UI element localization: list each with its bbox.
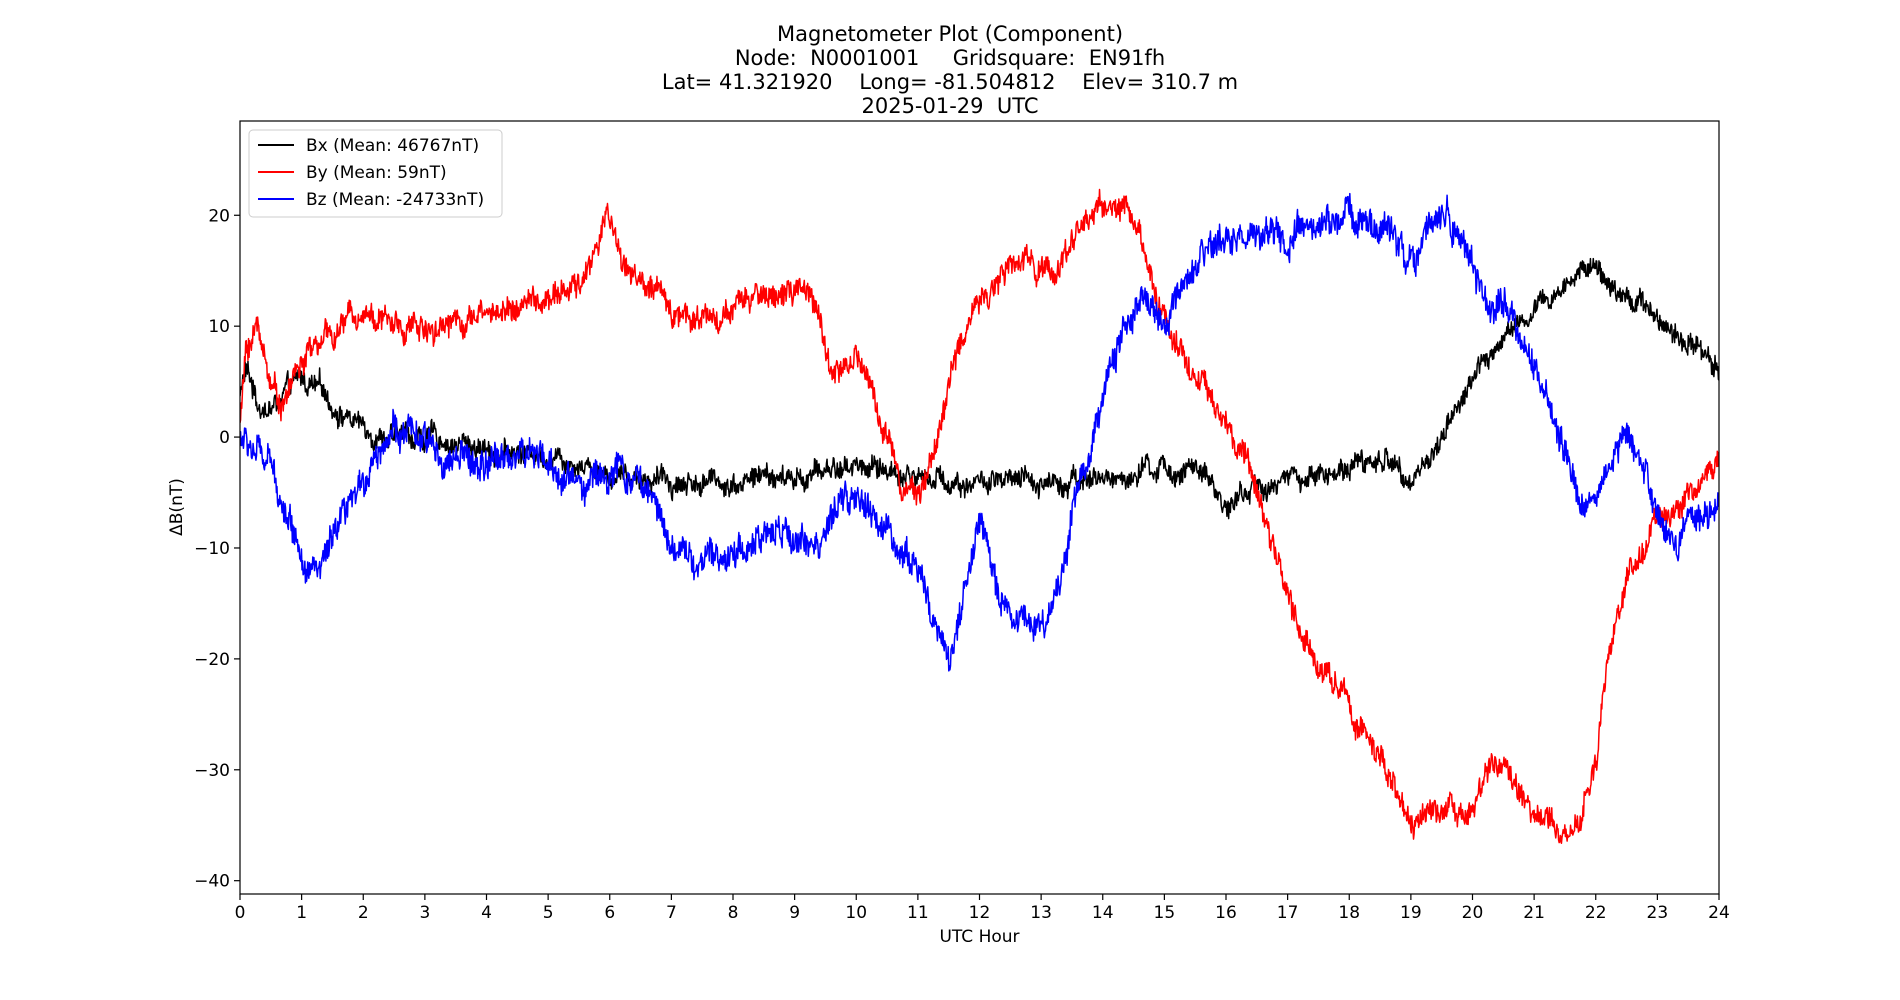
- series-line-by: [240, 188, 1719, 844]
- series-layer: [240, 188, 1719, 844]
- x-tick-label: 4: [481, 903, 492, 923]
- x-tick-label: 20: [1462, 903, 1484, 923]
- y-axis: 20 10 0 −10 −20 −30 −40: [194, 206, 240, 892]
- x-tick-label: 0: [235, 903, 246, 923]
- x-tick-label: 5: [543, 903, 554, 923]
- legend: Bx (Mean: 46767nT) By (Mean: 59nT) Bz (M…: [248, 129, 503, 218]
- x-tick-label: 23: [1647, 903, 1669, 923]
- x-axis-label: UTC Hour: [939, 927, 1019, 947]
- x-tick-label: 16: [1215, 903, 1237, 923]
- title-line-3: Lat= 41.321920 Long= -81.504812 Elev= 31…: [661, 70, 1239, 94]
- plot-frame: [239, 120, 1720, 895]
- x-tick-label: 19: [1400, 903, 1422, 923]
- x-tick-label: 13: [1030, 903, 1052, 923]
- x-tick-label: 22: [1585, 903, 1607, 923]
- legend-box: [248, 129, 503, 218]
- x-tick-label: 14: [1092, 903, 1114, 923]
- y-tick-label: −20: [194, 650, 230, 670]
- y-tick-label: 20: [208, 206, 230, 226]
- x-tick-label: 12: [969, 903, 991, 923]
- x-tick-label: 6: [604, 903, 615, 923]
- x-tick-label: 15: [1154, 903, 1176, 923]
- y-tick-label: −10: [194, 539, 230, 559]
- y-tick-label: −40: [194, 872, 230, 892]
- x-tick-label: 1: [296, 903, 307, 923]
- x-tick-label: 24: [1708, 903, 1730, 923]
- x-tick-label: 17: [1277, 903, 1299, 923]
- title-line-1: Magnetometer Plot (Component): [776, 22, 1124, 46]
- x-tick-label: 8: [728, 903, 739, 923]
- x-tick-label: 2: [358, 903, 369, 923]
- legend-item-by: By (Mean: 59nT): [258, 163, 447, 183]
- legend-label-bz: Bz (Mean: -24733nT): [306, 190, 484, 210]
- x-tick-label: 9: [789, 903, 800, 923]
- legend-label-bx: Bx (Mean: 46767nT): [306, 136, 479, 156]
- y-tick-label: 10: [208, 317, 230, 337]
- x-tick-label: 10: [845, 903, 867, 923]
- series-line-bz: [240, 192, 1719, 672]
- legend-item-bz: Bz (Mean: -24733nT): [258, 190, 484, 210]
- y-tick-label: 0: [219, 428, 230, 448]
- x-tick-label: 18: [1338, 903, 1360, 923]
- x-tick-label: 3: [419, 903, 430, 923]
- title-line-4: 2025-01-29 UTC: [861, 94, 1039, 118]
- x-axis: 0 1 2 3 4 5 6 7 8 9 10 11 12 13 14 15 16 17 18 19 20 21 22 23 24: [235, 894, 1730, 923]
- series-line-bx: [240, 257, 1719, 520]
- y-tick-label: −30: [194, 761, 230, 781]
- legend-label-by: By (Mean: 59nT): [306, 163, 447, 183]
- legend-item-bx: Bx (Mean: 46767nT): [258, 136, 479, 156]
- chart-title: Magnetometer Plot (Component) Node: N000…: [0, 22, 1900, 118]
- x-tick-label: 11: [907, 903, 929, 923]
- title-line-2: Node: N0001001 Gridsquare: EN91fh: [734, 46, 1166, 70]
- x-tick-label: 7: [666, 903, 677, 923]
- y-axis-label: ΔB(nT): [167, 478, 187, 536]
- x-tick-label: 21: [1523, 903, 1545, 923]
